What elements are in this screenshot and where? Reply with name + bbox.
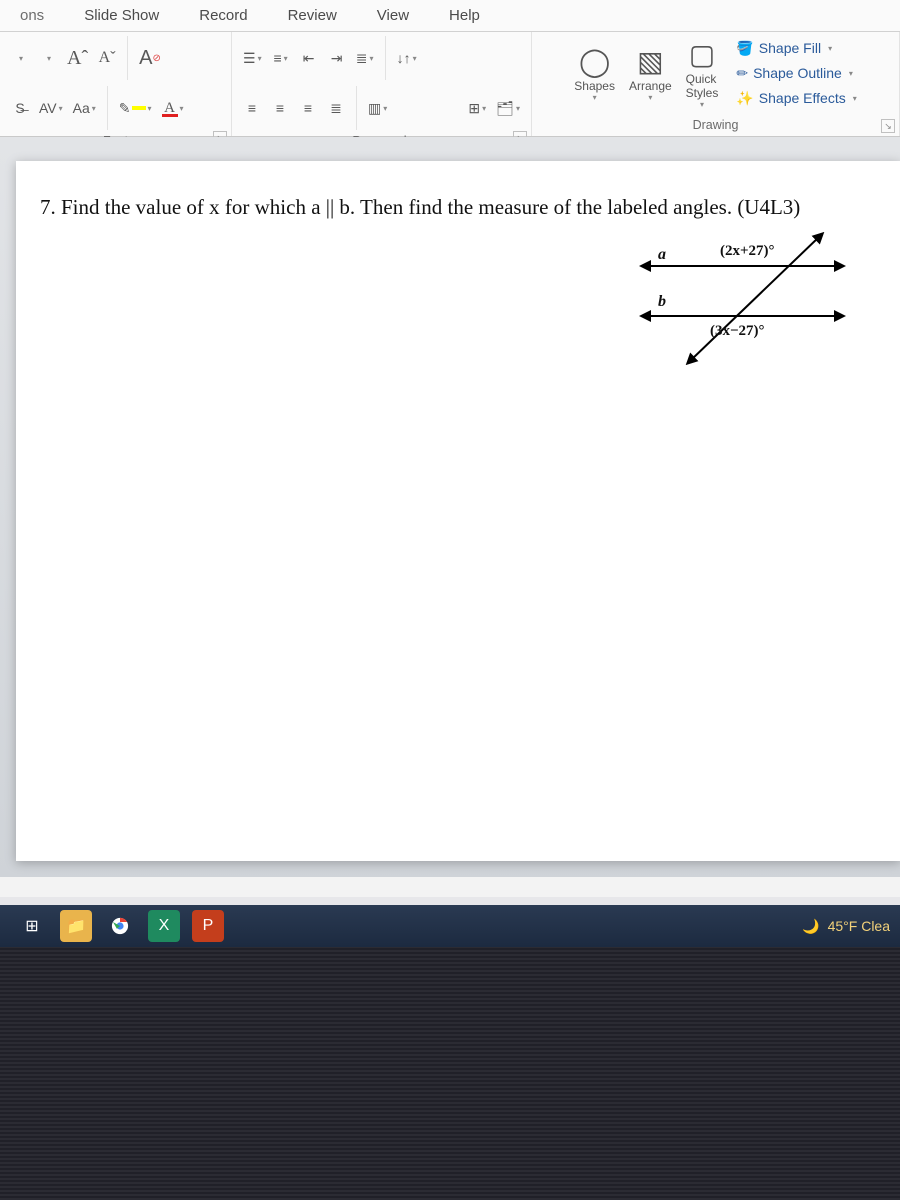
off-screen-area <box>0 947 900 1200</box>
align-right-button[interactable]: ≡ <box>296 95 320 121</box>
change-case-button[interactable]: Aa▾ <box>70 95 99 121</box>
align-text-vertical-button[interactable]: ⊞▾ <box>465 95 489 121</box>
line-a-label: a <box>658 246 666 264</box>
group-font: ▾ ▾ Aˆ Aˇ A⊘ S̶ AV▾ Aa▾ ✎ ▾ A <box>0 32 232 136</box>
smartart-button[interactable]: 🗂▾ <box>493 95 523 121</box>
increase-indent-button[interactable]: ⇥ <box>325 45 349 71</box>
drawing-launcher[interactable]: ↘ <box>881 119 895 133</box>
task-view-icon[interactable]: ⊞ <box>16 910 48 942</box>
text-direction-button[interactable]: ↓↑▾ <box>394 45 420 71</box>
tab-record[interactable]: Record <box>179 1 267 30</box>
taskbar-right: 🌙 45°F Clea <box>802 918 890 935</box>
bullets-button[interactable]: ☰▾ <box>240 45 265 71</box>
tab-transitions[interactable]: ons <box>0 1 64 30</box>
decrease-font-button[interactable]: Aˇ <box>95 45 119 71</box>
line-b-label: b <box>658 293 666 311</box>
excel-icon[interactable]: X <box>148 910 180 942</box>
decrease-indent-button[interactable]: ⇤ <box>297 45 321 71</box>
shape-effects-button[interactable]: ✨ Shape Effects▾ <box>730 87 862 110</box>
tab-review[interactable]: Review <box>268 1 357 30</box>
justify-button[interactable]: ≣ <box>324 95 348 121</box>
chrome-icon[interactable] <box>104 910 136 942</box>
highlight-color-button[interactable]: ✎ ▾ <box>116 95 155 121</box>
quick-styles-button[interactable]: ▢ QuickStyles ▾ <box>680 38 725 109</box>
arrange-icon: ▧ <box>637 45 663 79</box>
highlighter-icon: ✎ <box>119 100 131 117</box>
group-drawing-label: Drawing <box>693 118 739 132</box>
angle-top-label: (2x+27)° <box>720 243 775 260</box>
effects-icon: ✨ <box>736 90 753 107</box>
file-explorer-icon[interactable]: 📁 <box>60 910 92 942</box>
powerpoint-icon[interactable]: P <box>192 910 224 942</box>
separator <box>107 86 108 130</box>
group-paragraph: ☰▾ ≡▾ ⇤ ⇥ ≣▾ ↓↑▾ ≡ ≡ ≡ ≣ ▥▾ ⊞▾ 🗂▾ Parag <box>232 32 532 136</box>
clear-formatting-button[interactable]: A⊘ <box>136 45 164 71</box>
font-dropdown[interactable]: ▾ <box>8 45 32 71</box>
slide-canvas-area: 7. Find the value of x for which a || b.… <box>0 137 900 877</box>
align-center-button[interactable]: ≡ <box>268 95 292 121</box>
numbering-button[interactable]: ≡▾ <box>269 45 293 71</box>
columns-button[interactable]: ▥▾ <box>365 95 390 121</box>
font-color-button[interactable]: A ▾ <box>159 95 187 121</box>
arrange-button[interactable]: ▧ Arrange ▾ <box>623 45 678 102</box>
tab-view[interactable]: View <box>357 1 429 30</box>
font-size-dropdown[interactable]: ▾ <box>36 45 60 71</box>
group-drawing: ◯ Shapes ▾ ▧ Arrange ▾ ▢ QuickStyles ▾ 🪣… <box>532 32 900 136</box>
ribbon: ▾ ▾ Aˆ Aˇ A⊘ S̶ AV▾ Aa▾ ✎ ▾ A <box>0 32 900 137</box>
smartart-icon: 🗂 <box>496 100 514 117</box>
shapes-icon: ◯ <box>579 45 610 79</box>
separator <box>356 86 357 130</box>
align-left-button[interactable]: ≡ <box>240 95 264 121</box>
updown-arrow-icon: ↓↑ <box>397 50 411 66</box>
shapes-button[interactable]: ◯ Shapes ▾ <box>568 45 621 102</box>
separator <box>385 36 386 80</box>
tab-help[interactable]: Help <box>429 1 500 30</box>
character-spacing-button[interactable]: AV▾ <box>36 95 66 121</box>
weather-text[interactable]: 45°F Clea <box>828 918 890 934</box>
separator <box>127 36 128 80</box>
outline-icon: ✏ <box>736 65 748 82</box>
angle-diagram: a b (2x+27)° (3x−27)° <box>630 231 860 371</box>
shape-outline-button[interactable]: ✏ Shape Outline▾ <box>730 62 862 85</box>
strikethrough-button[interactable]: S̶ <box>8 95 32 121</box>
increase-font-button[interactable]: Aˆ <box>64 45 91 71</box>
question-text: 7. Find the value of x for which a || b.… <box>40 195 876 220</box>
angle-bottom-label: (3x−27)° <box>710 323 765 340</box>
shape-fill-button[interactable]: 🪣 Shape Fill▾ <box>730 37 862 60</box>
quick-styles-icon: ▢ <box>689 38 715 72</box>
fill-icon: 🪣 <box>736 40 753 57</box>
slide[interactable]: 7. Find the value of x for which a || b.… <box>16 161 900 861</box>
tab-slideshow[interactable]: Slide Show <box>64 1 179 30</box>
windows-taskbar: ⊞ 📁 X P 🌙 45°F Clea <box>0 905 900 947</box>
weather-icon: 🌙 <box>802 918 819 935</box>
ribbon-tabs: ons Slide Show Record Review View Help <box>0 0 900 32</box>
line-spacing-button[interactable]: ≣▾ <box>353 45 377 71</box>
